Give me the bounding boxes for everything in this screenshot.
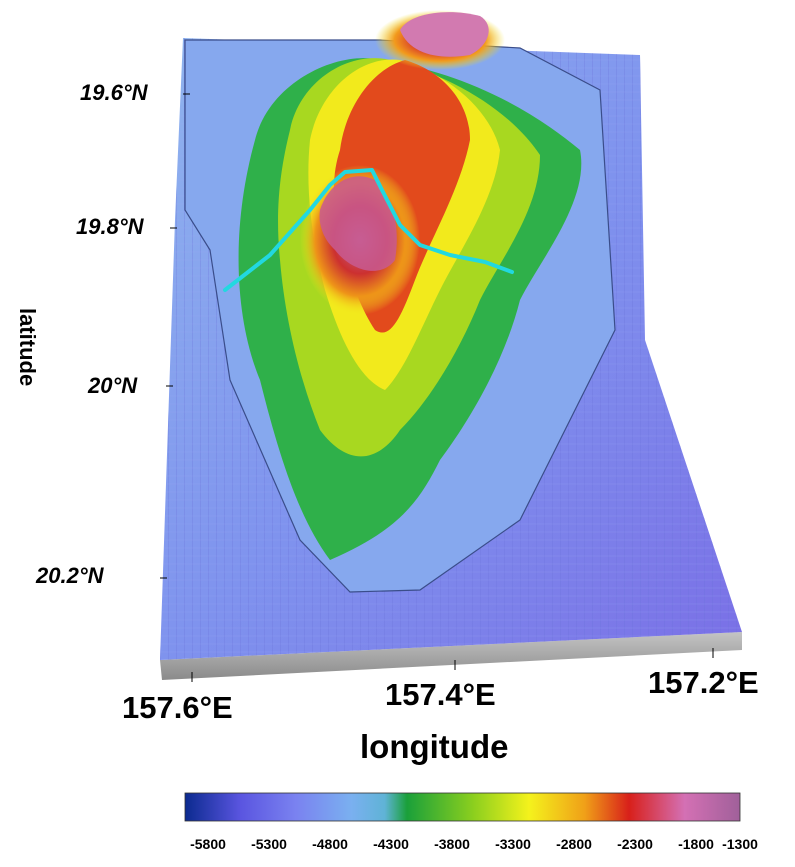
colorbar-tick: -1800: [678, 836, 714, 852]
colorbar-tick: -1300: [722, 836, 758, 852]
x-axis-label: longitude: [360, 728, 509, 765]
colorbar-tick: -4800: [312, 836, 348, 852]
lat-tick-label-20-2: 20.2°N: [36, 563, 104, 588]
lon-tick-label-157-4: 157.4°E: [385, 677, 496, 712]
colorbar-tick: -5800: [190, 836, 226, 852]
lat-tick-label-19-6: 19.6°N: [80, 80, 148, 105]
lat-tick-label-19-8: 19.8°N: [76, 214, 144, 239]
y-axis-label: latitude: [15, 308, 40, 387]
lon-tick-label-157-2: 157.2°E: [648, 665, 759, 700]
colorbar-tick-labels: -5800 -5300 -4800 -4300 -3800 -3300 -280…: [168, 836, 758, 860]
colorbar-tick: -5300: [251, 836, 287, 852]
colorbar-tick: -4300: [373, 836, 409, 852]
lat-tick-label-20: 20°N: [88, 373, 138, 398]
summit-cap: [400, 12, 489, 57]
base-slab-side: [160, 632, 742, 680]
secondary-peak-cap: [319, 176, 397, 271]
colorbar-tick: -2300: [617, 836, 653, 852]
colorbar: [184, 792, 741, 822]
profile-line: [223, 168, 514, 292]
colorbar-tick: -2800: [556, 836, 592, 852]
colorbar-tick: -3300: [495, 836, 531, 852]
lon-tick-label-157-6: 157.6°E: [122, 690, 233, 725]
colorbar-tick: -3800: [434, 836, 470, 852]
